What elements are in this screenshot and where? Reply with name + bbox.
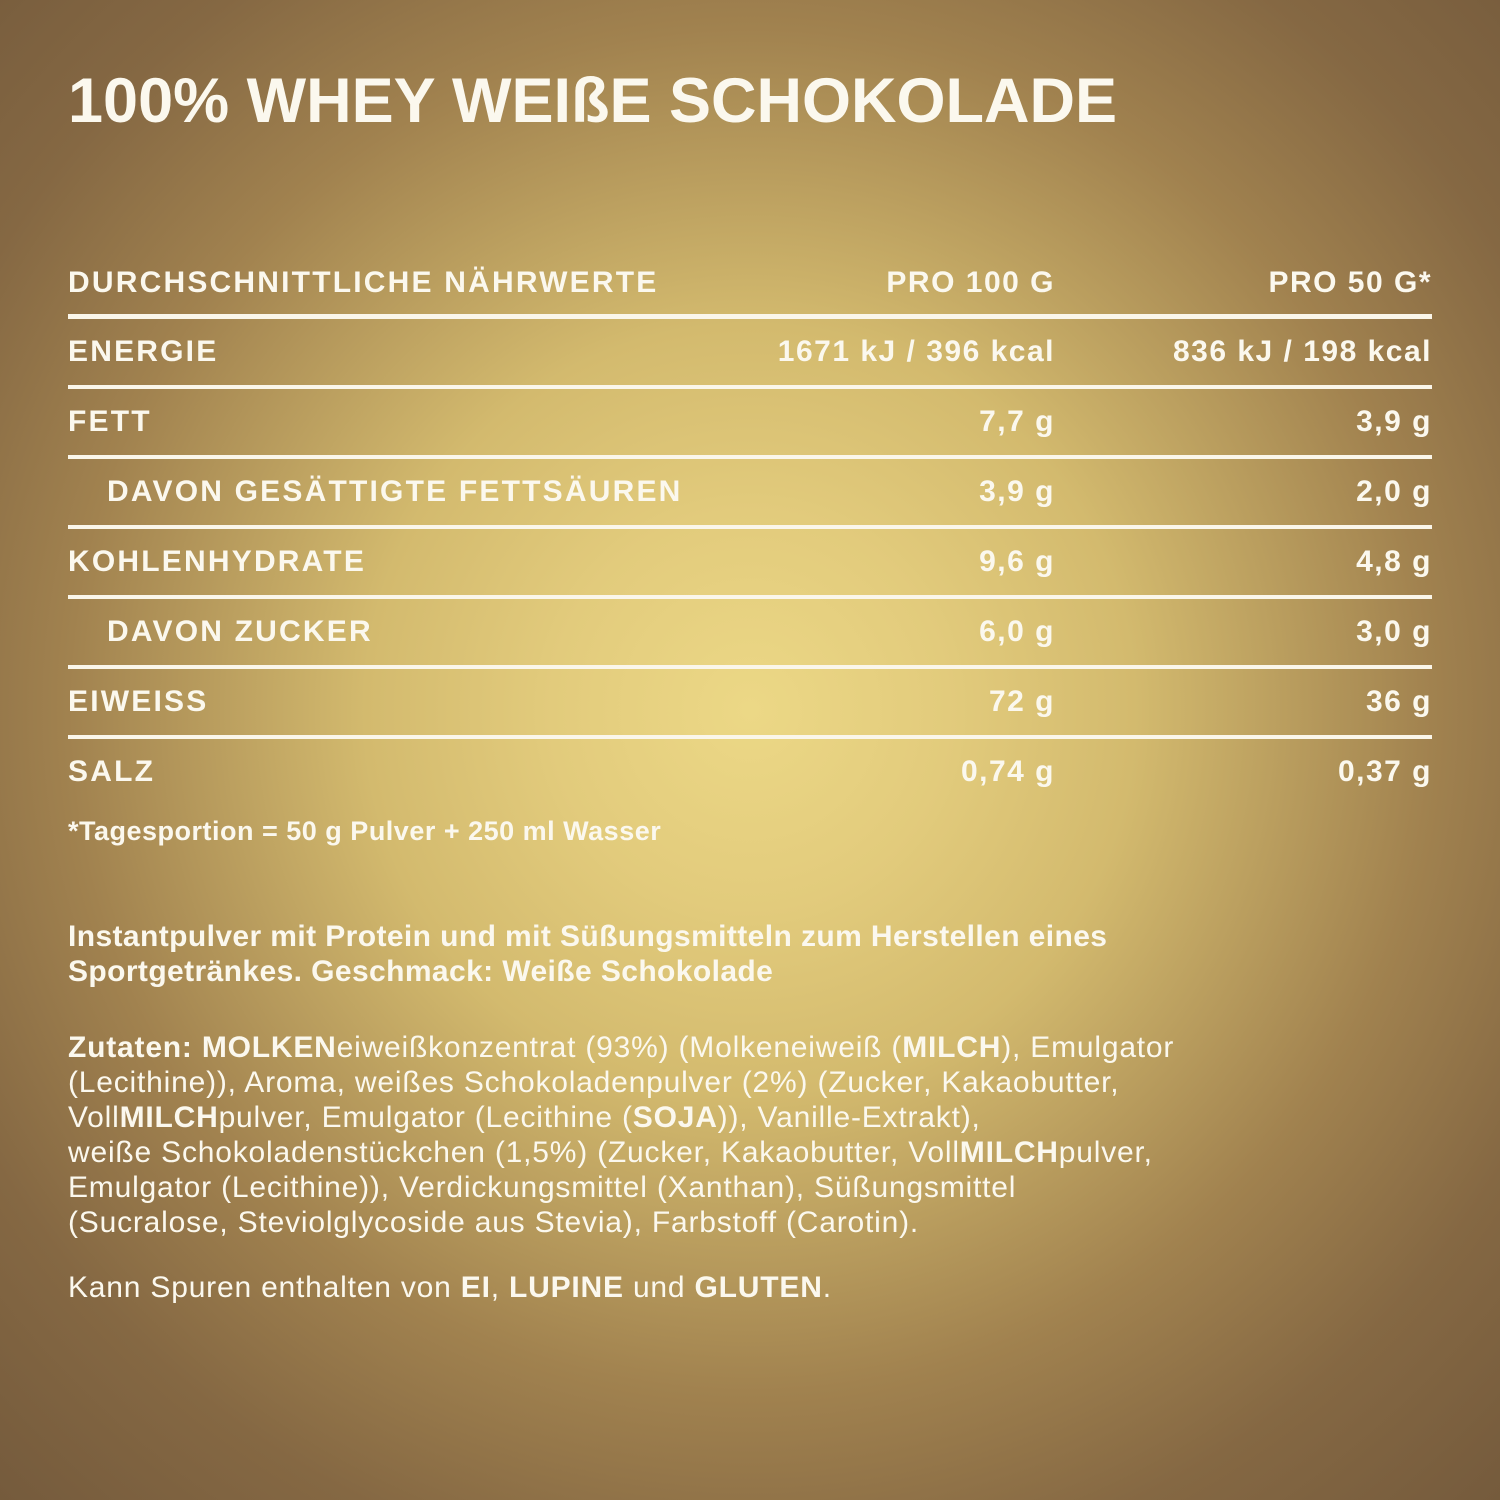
allergen-notice: Kann Spuren enthalten von EI, LUPINE und… xyxy=(68,1271,832,1304)
table-body: ENERGIE 1671 kJ / 396 kcal 836 kJ / 198 kc… xyxy=(68,319,1432,805)
column-header-per50g: PRO 50 G* xyxy=(1268,266,1432,299)
row-label: DAVON GESÄTTIGTE FETTSÄUREN xyxy=(107,475,683,508)
table-header-row: DURCHSCHNITTLICHE NÄHRWERTE PRO 100 G PR… xyxy=(68,252,1432,319)
table-row: DAVON ZUCKER 6,0 g 3,0 g xyxy=(68,599,1432,669)
row-value-per50g: 836 kJ / 198 kcal xyxy=(1172,335,1432,368)
row-label: ENERGIE xyxy=(68,335,219,368)
row-value-per100g: 9,6 g xyxy=(979,545,1055,578)
table-row: KOHLENHYDRATE 9,6 g 4,8 g xyxy=(68,529,1432,599)
table-row: DAVON GESÄTTIGTE FETTSÄUREN 3,9 g 2,0 g xyxy=(68,459,1432,529)
ingredients-text: Zutaten: MOLKENeiweißkonzentrat (93%) (M… xyxy=(68,1031,1175,1239)
row-value-per50g: 3,9 g xyxy=(1356,405,1432,438)
row-label: FETT xyxy=(68,405,152,438)
table-row: FETT 7,7 g 3,9 g xyxy=(68,389,1432,459)
row-value-per100g: 7,7 g xyxy=(979,405,1055,438)
row-label: EIWEISS xyxy=(68,685,209,718)
row-value-per50g: 3,0 g xyxy=(1356,615,1432,648)
row-label: SALZ xyxy=(68,755,156,788)
row-value-per50g: 2,0 g xyxy=(1356,475,1432,508)
row-value-per100g: 1671 kJ / 396 kcal xyxy=(777,335,1055,368)
row-label: DAVON ZUCKER xyxy=(107,615,373,648)
table-row: SALZ 0,74 g 0,37 g xyxy=(68,739,1432,805)
table-row: EIWEISS 72 g 36 g xyxy=(68,669,1432,739)
product-title: 100% WHEY WEIßE SCHOKOLADE xyxy=(68,66,1118,136)
column-header-nutrients: DURCHSCHNITTLICHE NÄHRWERTE xyxy=(68,266,659,299)
row-value-per100g: 6,0 g xyxy=(979,615,1055,648)
table-row: ENERGIE 1671 kJ / 396 kcal 836 kJ / 198 kc… xyxy=(68,319,1432,389)
column-header-per100g: PRO 100 G xyxy=(886,266,1055,299)
row-value-per50g: 36 g xyxy=(1365,685,1432,718)
row-value-per100g: 72 g xyxy=(988,685,1055,718)
row-value-per100g: 0,74 g xyxy=(960,755,1055,788)
product-description: Instantpulver mit Protein und mit Süßung… xyxy=(68,920,1108,988)
row-value-per50g: 4,8 g xyxy=(1356,545,1432,578)
row-value-per50g: 0,37 g xyxy=(1337,755,1432,788)
row-label: KOHLENHYDRATE xyxy=(68,545,367,578)
row-value-per100g: 3,9 g xyxy=(979,475,1055,508)
nutrition-table: DURCHSCHNITTLICHE NÄHRWERTE PRO 100 G PR… xyxy=(68,252,1432,805)
serving-footnote: *Tagesportion = 50 g Pulver + 250 ml Was… xyxy=(68,816,662,846)
